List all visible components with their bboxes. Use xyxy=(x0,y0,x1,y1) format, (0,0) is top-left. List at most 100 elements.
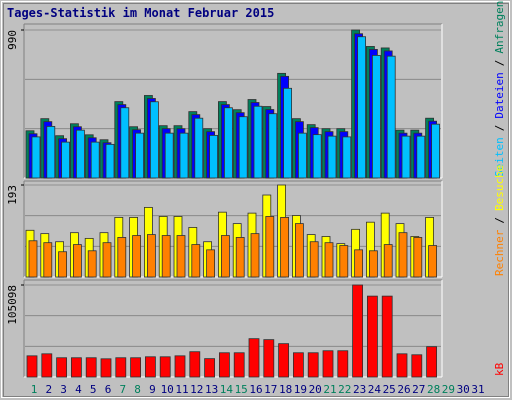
y-tick-label: 105098 xyxy=(6,285,19,325)
bar xyxy=(322,350,334,378)
bar xyxy=(194,117,204,179)
x-tick-label: 26 xyxy=(397,383,410,396)
bar xyxy=(105,143,115,179)
x-tick-label: 12 xyxy=(190,383,203,396)
bar xyxy=(43,242,53,278)
legend-separator: / xyxy=(493,60,506,67)
frame-dark xyxy=(3,3,509,397)
bar xyxy=(294,223,304,278)
bar xyxy=(278,343,290,378)
x-tick-label: 1 xyxy=(31,383,38,396)
bar xyxy=(253,105,263,179)
x-tick-label: 29 xyxy=(442,383,455,396)
bar xyxy=(268,113,278,179)
x-tick-label: 16 xyxy=(249,383,262,396)
bar xyxy=(431,123,441,179)
bar xyxy=(90,141,100,179)
x-tick-label: 3 xyxy=(60,383,67,396)
bar xyxy=(71,357,82,378)
bar xyxy=(46,126,56,179)
x-tick-label: 8 xyxy=(134,383,141,396)
x-tick-label: 28 xyxy=(427,383,440,396)
bar xyxy=(174,355,186,378)
bar xyxy=(61,141,70,179)
bar xyxy=(144,356,156,378)
bar xyxy=(248,338,260,378)
bar xyxy=(342,136,352,179)
y-tick-label: 193 xyxy=(6,185,19,205)
bar xyxy=(161,235,171,278)
bar xyxy=(371,55,381,179)
bar xyxy=(120,107,130,179)
x-tick-label: 15 xyxy=(235,383,248,396)
chart-title: Tages-Statistik im Monat Februar 2015 xyxy=(7,6,274,20)
bar xyxy=(297,132,307,179)
bar xyxy=(115,357,127,378)
x-tick-label: 23 xyxy=(353,383,366,396)
bar xyxy=(366,295,378,378)
bar xyxy=(352,284,364,378)
bar xyxy=(191,244,201,278)
bar xyxy=(357,36,367,179)
bar xyxy=(209,134,219,179)
bar xyxy=(280,217,290,278)
bar xyxy=(263,339,275,378)
x-tick-label: 20 xyxy=(309,383,322,396)
legend-label: Seiten xyxy=(493,137,506,177)
legend-label: Rechner xyxy=(493,229,506,276)
x-tick-label: 9 xyxy=(149,383,156,396)
x-tick-label: 30 xyxy=(457,383,470,396)
bar xyxy=(85,357,97,378)
bar xyxy=(396,353,408,378)
bar xyxy=(354,249,364,278)
bar xyxy=(235,237,245,278)
x-tick-label: 2 xyxy=(45,383,52,396)
x-tick-label: 31 xyxy=(471,383,484,396)
bar xyxy=(206,249,216,278)
bar xyxy=(413,237,423,278)
legend-label: Dateien xyxy=(493,72,506,118)
x-tick-label: 13 xyxy=(205,383,218,396)
x-tick-label: 4 xyxy=(75,383,82,396)
bar xyxy=(73,244,82,278)
bar xyxy=(386,55,396,179)
bar xyxy=(58,251,67,278)
x-tick-label: 6 xyxy=(105,383,112,396)
bar xyxy=(159,356,171,378)
bar xyxy=(324,242,334,278)
bar xyxy=(416,135,426,179)
x-tick-label: 10 xyxy=(161,383,174,396)
bar xyxy=(327,135,337,179)
bar xyxy=(238,116,248,179)
legend-label: Anfragen xyxy=(493,1,506,54)
bar xyxy=(309,241,319,278)
x-tick-label: 18 xyxy=(279,383,292,396)
bar xyxy=(368,250,378,278)
legend-label: Besuche xyxy=(493,165,506,211)
legend-separator: / xyxy=(493,217,506,224)
bar xyxy=(164,132,174,179)
bar xyxy=(398,232,408,278)
bar xyxy=(411,354,423,378)
bar xyxy=(189,351,201,378)
bar xyxy=(102,242,112,278)
x-tick-label: 14 xyxy=(220,383,234,396)
x-tick-label: 19 xyxy=(294,383,307,396)
bar xyxy=(307,352,319,378)
x-tick-label: 24 xyxy=(368,383,382,396)
x-tick-label: 27 xyxy=(412,383,425,396)
bar xyxy=(31,136,41,179)
bar xyxy=(130,357,142,378)
x-tick-label: 21 xyxy=(323,383,336,396)
bar xyxy=(383,244,393,278)
bar xyxy=(146,234,156,278)
bar xyxy=(179,132,189,179)
bar xyxy=(428,245,438,278)
bar xyxy=(233,352,245,378)
bar xyxy=(26,355,38,378)
bar xyxy=(426,346,438,378)
bar xyxy=(220,235,230,278)
